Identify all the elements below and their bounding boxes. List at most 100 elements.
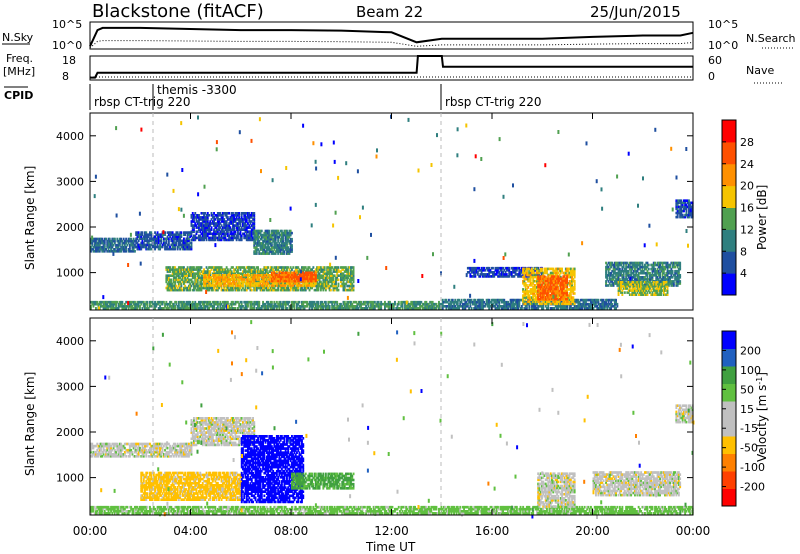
heatmap-cell <box>112 239 115 243</box>
heatmap-cell <box>120 248 123 251</box>
heatmap-cell <box>110 241 112 245</box>
heatmap-cell <box>291 231 293 235</box>
nave-label: Nave <box>746 64 774 77</box>
heatmap-cell <box>106 250 109 253</box>
heatmap-cell <box>101 241 104 245</box>
heatmap-cell <box>116 248 119 251</box>
heatmap-cell <box>98 239 101 243</box>
heatmap-cell <box>117 243 120 247</box>
heatmap-cell <box>324 300 327 304</box>
heatmap-cell <box>106 245 109 249</box>
heatmap-cell <box>292 266 295 269</box>
heatmap-cell <box>180 231 183 234</box>
date-label: 25/Jun/2015 <box>590 3 681 21</box>
heatmap-cell <box>314 271 317 275</box>
heatmap-cell <box>97 250 100 253</box>
heatmap-cell <box>508 266 511 270</box>
heatmap-cell <box>93 239 96 243</box>
heatmap-cell <box>100 245 102 249</box>
heatmap-cell <box>107 248 110 251</box>
heatmap-cell <box>92 250 95 253</box>
heatmap-cell <box>96 250 99 253</box>
heatmap-cell <box>110 250 112 253</box>
heatmap-cell <box>257 266 259 269</box>
heatmap-cell <box>103 237 106 241</box>
heatmap-cell <box>112 248 115 251</box>
heatmap-cell <box>92 239 95 243</box>
heatmap-cell <box>91 239 94 243</box>
heatmap-cell <box>95 237 97 241</box>
heatmap-cell <box>103 250 106 253</box>
heatmap-cell <box>107 245 110 249</box>
heatmap-cell <box>102 245 105 249</box>
heatmap-cell <box>95 248 97 251</box>
heatmap-cell <box>267 266 269 269</box>
heatmap-cell <box>112 237 115 241</box>
heatmap-cell <box>93 237 96 241</box>
heatmap-cell <box>90 241 92 245</box>
heatmap-cell <box>98 241 101 245</box>
heatmap-cell <box>108 243 111 247</box>
heatmap-cell <box>134 250 136 253</box>
freq-unit: [MHz] <box>3 65 35 78</box>
heatmap-cell <box>106 241 109 245</box>
nsky-tick-bottom: 10^0 <box>52 39 82 52</box>
heatmap-cell <box>97 237 100 241</box>
nsky-panel <box>89 21 694 50</box>
heatmap-cell <box>101 245 104 249</box>
heatmap-cell <box>111 245 114 249</box>
heatmap-cell <box>291 237 293 241</box>
heatmap-cell <box>107 250 110 253</box>
nsearch-tick-bottom: 10^0 <box>708 39 738 52</box>
heatmap-cell <box>118 248 121 251</box>
cpid-segment-2: themis -3300 <box>157 83 237 97</box>
freq-label: Freq. <box>6 52 33 65</box>
heatmap-cell <box>234 307 237 310</box>
beam-label: Beam 22 <box>356 3 423 21</box>
heatmap-cell <box>103 239 106 243</box>
heatmap-cell <box>352 266 355 269</box>
heatmap-cell <box>108 241 111 245</box>
heatmap-cell <box>98 237 101 241</box>
heatmap-cell <box>93 241 96 245</box>
heatmap-cell <box>101 239 104 243</box>
power-heatmap <box>90 114 694 311</box>
heatmap-cell <box>118 241 121 245</box>
heatmap-cell <box>200 266 203 269</box>
heatmap-cell <box>95 245 97 249</box>
heatmap-cell <box>111 237 114 241</box>
heatmap-cell <box>240 300 243 304</box>
heatmap-cell <box>100 237 102 241</box>
nsearch-series-dots <box>89 40 694 49</box>
heatmap-cell <box>107 239 110 243</box>
heatmap-cell <box>312 266 315 269</box>
heatmap-cell <box>288 300 291 304</box>
heatmap-cell <box>108 237 111 241</box>
heatmap-cell <box>111 239 114 243</box>
heatmap-cell <box>352 284 355 288</box>
cpid-segment-3: rbsp CT-trig 220 <box>445 95 541 109</box>
heatmap-cell <box>96 237 99 241</box>
cpid-segment-1: rbsp CT-trig 220 <box>94 95 190 109</box>
heatmap-cell <box>108 245 111 249</box>
heatmap-cell <box>616 302 619 306</box>
heatmap-cell <box>116 237 119 241</box>
heatmap-cell <box>95 239 97 243</box>
heatmap-cell <box>92 245 95 249</box>
heatmap-cell <box>91 248 94 251</box>
heatmap-cell <box>118 237 121 241</box>
heatmap-cell <box>298 300 301 304</box>
heatmap-cell <box>101 248 104 251</box>
heatmap-cell <box>524 302 527 306</box>
heatmap-cell <box>110 239 112 243</box>
heatmap-cell <box>106 239 109 243</box>
heatmap-cell <box>97 243 100 247</box>
heatmap-cell <box>121 300 124 304</box>
heatmap-cell <box>110 243 112 247</box>
heatmap-cell <box>103 245 106 249</box>
heatmap-cell <box>93 245 96 249</box>
nave-tick-top: 60 <box>708 54 722 67</box>
heatmap-cell <box>116 250 119 253</box>
heatmap-cell <box>296 271 298 275</box>
heatmap-cell <box>460 298 463 302</box>
